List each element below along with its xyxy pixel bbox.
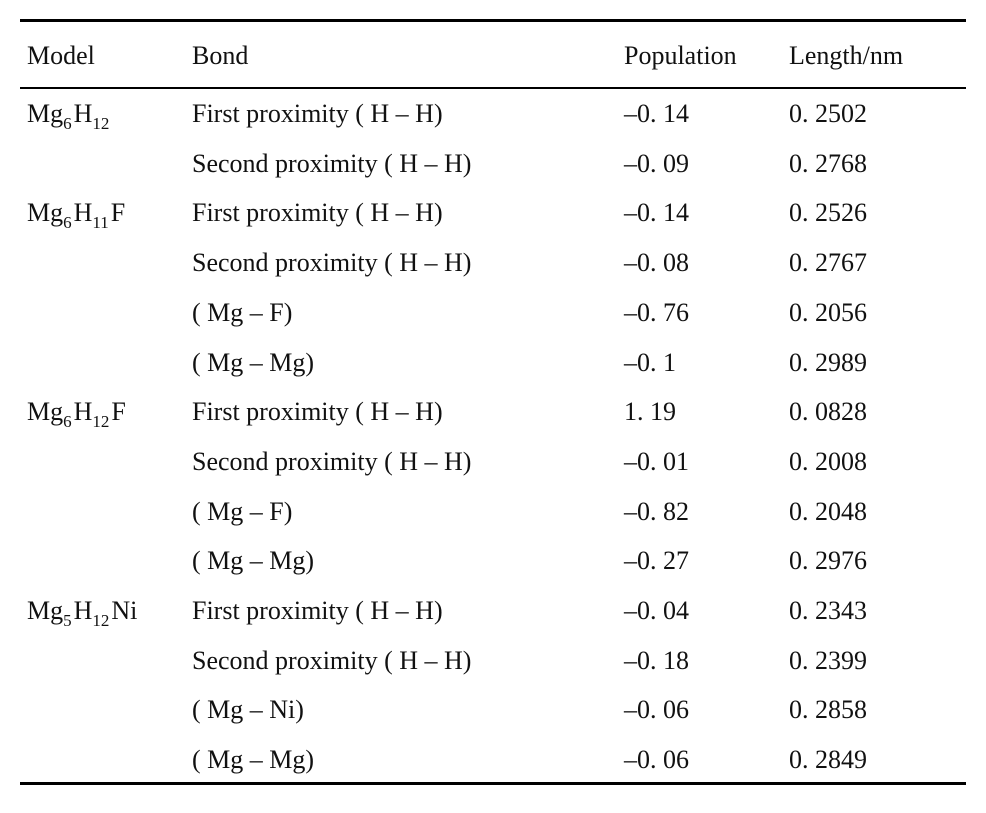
formula-subscript: 12 (92, 412, 110, 432)
population-cell: –0. 1 (624, 347, 676, 377)
formula-element: H (73, 397, 93, 427)
formula-element: F (111, 397, 126, 427)
formula-subscript: 6 (63, 114, 72, 133)
population-cell: –0. 18 (624, 645, 689, 675)
length-cell: 0. 2343 (789, 596, 867, 625)
formula-element: Mg (27, 397, 64, 427)
formula-subscript: 12 (92, 611, 110, 630)
length-cell: 0. 2976 (789, 546, 867, 576)
length-cell: 0. 2768 (789, 148, 867, 178)
bond-cell: Second proximity ( H – H) (192, 645, 472, 675)
length-cell: 0. 2008 (789, 446, 867, 476)
length-cell: 0. 2849 (789, 745, 867, 775)
bond-cell: First proximity ( H – H) (192, 99, 443, 128)
population-cell: 1. 19 (624, 397, 676, 427)
model-formula: Mg6H11F (27, 198, 126, 233)
formula-element: Mg (27, 596, 64, 625)
length-cell: 0. 2399 (789, 645, 867, 675)
length-cell: 0. 2767 (789, 248, 867, 278)
bond-cell: Second proximity ( H – H) (192, 248, 472, 278)
formula-element: H (73, 198, 93, 228)
bond-cell: ( Mg – Mg) (192, 546, 315, 576)
formula-element: Ni (111, 596, 138, 625)
population-cell: –0. 82 (624, 496, 689, 526)
length-cell: 0. 2048 (789, 496, 867, 526)
model-formula: Mg6H12F (27, 397, 126, 432)
header-population: Population (624, 41, 737, 70)
population-cell: –0. 14 (624, 198, 689, 228)
length-cell: 0. 2056 (789, 297, 867, 327)
formula-element: F (110, 198, 126, 228)
table-bottom-rule (20, 782, 966, 785)
header-rule (20, 87, 966, 89)
bond-cell: ( Mg – Ni) (192, 695, 304, 725)
population-cell: –0. 27 (624, 546, 689, 576)
length-cell: 0. 0828 (789, 397, 867, 427)
model-formula: Mg6H12 (27, 99, 111, 133)
formula-element: Mg (27, 99, 64, 128)
length-cell: 0. 2858 (789, 695, 867, 725)
bond-cell: ( Mg – F) (192, 496, 293, 526)
population-cell: –0. 06 (624, 695, 689, 725)
population-cell: –0. 04 (624, 596, 689, 625)
bond-cell: First proximity ( H – H) (192, 198, 443, 228)
population-cell: –0. 06 (624, 745, 689, 775)
formula-element: H (73, 596, 93, 625)
table-top-rule (20, 19, 966, 22)
formula-element: H (73, 99, 93, 128)
bond-cell: First proximity ( H – H) (192, 397, 443, 427)
population-cell: –0. 14 (624, 99, 689, 128)
header-bond: Bond (192, 41, 249, 70)
bond-cell: ( Mg – Mg) (192, 745, 315, 775)
formula-subscript: 11 (92, 213, 109, 233)
bond-cell: ( Mg – Mg) (192, 347, 315, 377)
formula-subscript: 12 (92, 114, 110, 133)
header-model: Model (27, 41, 95, 70)
length-cell: 0. 2989 (789, 347, 867, 377)
length-cell: 0. 2526 (789, 198, 867, 228)
bond-cell: ( Mg – F) (192, 297, 293, 327)
header-length: Length/nm (789, 41, 904, 70)
length-cell: 0. 2502 (789, 99, 867, 128)
bond-cell: Second proximity ( H – H) (192, 446, 472, 476)
population-cell: –0. 01 (624, 446, 689, 476)
formula-subscript: 6 (63, 213, 72, 233)
population-cell: –0. 76 (624, 297, 689, 327)
population-cell: –0. 08 (624, 248, 689, 278)
formula-subscript: 5 (63, 611, 72, 630)
bond-cell: First proximity ( H – H) (192, 596, 443, 625)
formula-subscript: 6 (63, 412, 72, 432)
model-formula: Mg5H12Ni (27, 596, 138, 630)
formula-element: Mg (27, 198, 64, 228)
bond-cell: Second proximity ( H – H) (192, 148, 472, 178)
population-cell: –0. 09 (624, 148, 689, 178)
